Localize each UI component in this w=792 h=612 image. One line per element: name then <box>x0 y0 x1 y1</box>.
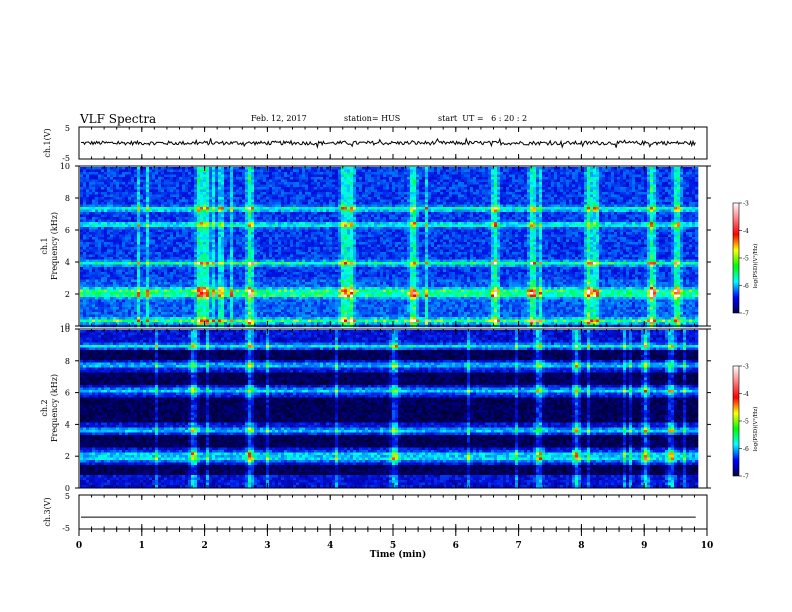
ch1-colorbar-tick-label: -6 <box>743 283 749 290</box>
ch2-colorbar-gradient <box>733 366 739 476</box>
ch1-spectrogram-ytick-label: 6 <box>65 226 70 235</box>
ch2-spectrogram-ytick-label: 8 <box>65 357 70 366</box>
ch2-spectrogram-ylabel-1: ch.2 <box>40 399 49 416</box>
ch2-colorbar: -3 -4 -5 -6 -7 log(PSD)(V²/Hz) <box>733 364 759 481</box>
ch1-waveform-panel: 5 -5 ch.1(V) <box>43 124 707 163</box>
ch2-spectrogram-ytick-label: 4 <box>65 420 70 429</box>
ch1-spectrogram-ytick-label: 10 <box>60 162 70 171</box>
x-tick-label: 4 <box>327 541 333 551</box>
ch1-spectrogram-ylabel-2: Frequency (kHz) <box>50 212 59 280</box>
x-tick-label: 8 <box>578 541 584 551</box>
x-tick-label: 3 <box>264 541 270 551</box>
ch1-colorbar-tick-label: -4 <box>743 228 749 235</box>
ch1-spectrogram-ytick-label: 4 <box>65 258 70 267</box>
ch2-spectrogram-heatmap <box>79 329 707 488</box>
ch1-spectrogram-ytick-label: 8 <box>65 194 70 203</box>
x-tick-label: 2 <box>201 541 207 551</box>
ch1-colorbar-tick-label: -5 <box>743 256 749 263</box>
ch1-colorbar-tick-label: -7 <box>743 311 749 318</box>
ch1-colorbar-label: log(PSD)(V²/Hz) <box>752 244 759 289</box>
ch3-waveform-frame <box>79 495 707 529</box>
ch1-spectrogram-ylabel-1: ch.1 <box>40 237 49 254</box>
ch2-spectrogram-ytick-label: 10 <box>60 325 70 334</box>
x-tick-label: 1 <box>139 541 145 551</box>
ch3-ytick-top: 5 <box>65 492 70 501</box>
ch1-spectrogram-heatmap <box>79 166 707 327</box>
x-tick-label: 7 <box>515 541 521 551</box>
ch2-colorbar-tick-label: -6 <box>743 446 749 453</box>
ch1-spectrogram-ytick-label: 2 <box>65 290 70 299</box>
x-tick-label: 0 <box>76 541 82 551</box>
ch3-ytick-bottom: -5 <box>62 524 70 533</box>
x-tick-label: 9 <box>641 541 647 551</box>
ch3-waveform-panel: 5 -5 ch.3(V) <box>43 492 707 533</box>
ch1-ytick-top: 5 <box>65 124 70 133</box>
ch1-colorbar-tick-label: -3 <box>743 201 749 208</box>
x-axis-label: Time (min) <box>370 549 427 560</box>
ch2-spectrogram-ytick-label: 2 <box>65 452 70 461</box>
ch2-colorbar-label: log(PSD)(V²/Hz) <box>752 407 759 452</box>
ch1-waveform-ylabel: ch.1(V) <box>43 128 52 157</box>
x-tick-label: 6 <box>453 541 459 551</box>
ch2-colorbar-tick-label: -3 <box>743 364 749 371</box>
ch2-spectrogram-ytick-label: 6 <box>65 389 70 398</box>
ch3-waveform-ylabel: ch.3(V) <box>43 497 52 526</box>
ch1-colorbar-gradient <box>733 203 739 313</box>
ch1-colorbar: -3 -4 -5 -6 -7 log(PSD)(V²/Hz) <box>733 201 759 318</box>
x-tick-label: 10 <box>701 541 714 551</box>
ch2-colorbar-tick-label: -7 <box>743 474 749 481</box>
ch2-spectrogram-ylabel-2: Frequency (kHz) <box>50 374 59 442</box>
ch2-colorbar-tick-label: -4 <box>743 391 749 398</box>
ch2-colorbar-tick-label: -5 <box>743 419 749 426</box>
